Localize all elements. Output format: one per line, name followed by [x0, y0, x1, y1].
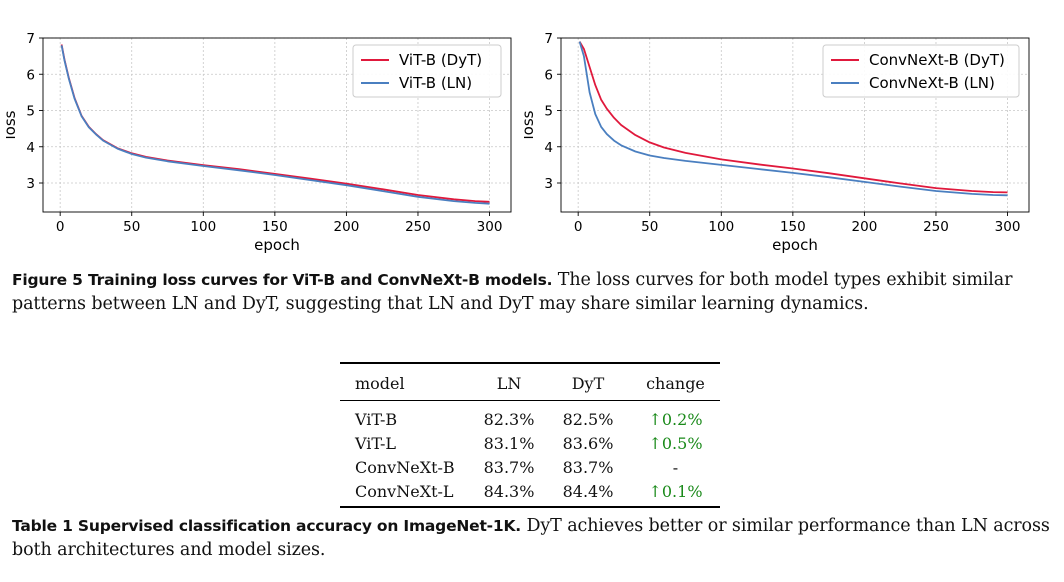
table-caption-label: Table 1 Supervised classification accura…: [12, 517, 521, 535]
cell-model: ViT-L: [355, 433, 397, 453]
x-tick-label: 0: [56, 219, 65, 235]
y-tick-label: 6: [544, 67, 553, 83]
x-tick-label: 100: [708, 219, 734, 235]
header-dyt: DyT: [571, 374, 605, 393]
y-tick-label: 5: [544, 104, 553, 120]
chart-convnext-loss: 0 50 100 150 200 250 300 3 4 5 6 7 epoch loss ConvNeXt…: [524, 31, 1030, 254]
cell-ln: 84.3%: [473, 479, 545, 508]
x-tick-label: 300: [477, 219, 503, 235]
x-tick-label: 50: [123, 219, 140, 235]
x-tick-label: 50: [641, 219, 658, 235]
figure-caption: Figure 5 Training loss curves for ViT-B …: [12, 268, 1052, 316]
y-tick-label: 3: [26, 176, 35, 192]
legend-box: [822, 44, 1020, 98]
table-row: ConvNeXt-B 83.7% 83.7% -: [340, 455, 720, 479]
table-caption-text: DyT achieves better or similar performan…: [12, 516, 1050, 560]
legend-label: ConvNeXt-B (DyT): [869, 51, 1005, 69]
cell-ln: 83.1%: [483, 433, 535, 453]
series-line-0: [578, 41, 1008, 194]
header-change: change: [646, 374, 705, 393]
cell-model: ViT-B: [355, 409, 398, 429]
plot-frame: [560, 37, 1030, 213]
cell-change: ↑0.2%: [648, 409, 703, 429]
legend-box: [352, 44, 502, 98]
legend-label: ViT-B (DyT): [399, 51, 482, 69]
y-tick-label: 6: [26, 67, 35, 83]
series-line-1: [60, 45, 490, 205]
cell-dyt: 83.6%: [562, 433, 614, 453]
y-axis-label: loss: [524, 110, 537, 139]
x-tick-label: 200: [852, 219, 878, 235]
table-row: ViT-L 83.1% 83.6% ↑0.5%: [340, 431, 720, 455]
cell-dyt: 83.7%: [562, 457, 614, 477]
cell-model: ConvNeXt-B: [355, 457, 455, 477]
x-tick-label: 250: [405, 219, 431, 235]
x-tick-label: 200: [334, 219, 360, 235]
header-model: model: [355, 374, 405, 393]
cell-ln: 83.7%: [483, 457, 535, 477]
cell-model: ConvNeXt-L: [340, 479, 473, 508]
x-tick-label: 150: [780, 219, 806, 235]
cell-ln: 82.3%: [483, 409, 535, 429]
cell-change: ↑0.1%: [631, 479, 720, 508]
y-tick-label: 4: [544, 140, 553, 156]
figure-caption-text: The loss curves for both model types exh…: [12, 270, 1013, 314]
cell-change: ↑0.5%: [648, 433, 703, 453]
table-row: ViT-B 82.3% 82.5% ↑0.2%: [340, 401, 720, 432]
x-tick-label: 250: [923, 219, 949, 235]
plot-frame: [42, 37, 512, 213]
x-tick-label: 300: [995, 219, 1021, 235]
figure-caption-label: Figure 5 Training loss curves for ViT-B …: [12, 271, 553, 289]
x-axis-label: epoch: [254, 236, 300, 254]
y-tick-label: 7: [26, 31, 35, 47]
table-row: ConvNeXt-L 84.3% 84.4% ↑0.1%: [340, 479, 720, 508]
x-axis-label: epoch: [772, 236, 818, 254]
legend-label: ViT-B (LN): [399, 74, 472, 92]
x-tick-label: 0: [574, 219, 583, 235]
series-line-1: [578, 41, 1008, 197]
chart-vit-loss: 0 50 100 150 200 250 300 3 4 5 6 7 epoch loss ViT-B (D…: [6, 31, 512, 254]
header-ln: LN: [496, 374, 522, 393]
y-tick-label: 3: [544, 176, 553, 192]
y-tick-label: 5: [26, 104, 35, 120]
table-caption: Table 1 Supervised classification accura…: [12, 514, 1052, 562]
results-table: model LN DyT change ViT-B 82.3% 82.5% ↑0…: [340, 362, 720, 508]
legend-label: ConvNeXt-B (LN): [869, 74, 995, 92]
y-tick-label: 7: [544, 31, 553, 47]
table-header-row: model LN DyT change: [340, 363, 720, 401]
x-tick-label: 150: [262, 219, 288, 235]
y-tick-label: 4: [26, 140, 35, 156]
y-axis-label: loss: [6, 110, 19, 139]
cell-dyt: 82.5%: [562, 409, 614, 429]
cell-change: -: [672, 457, 679, 477]
cell-dyt: 84.4%: [545, 479, 631, 508]
x-tick-label: 100: [190, 219, 216, 235]
